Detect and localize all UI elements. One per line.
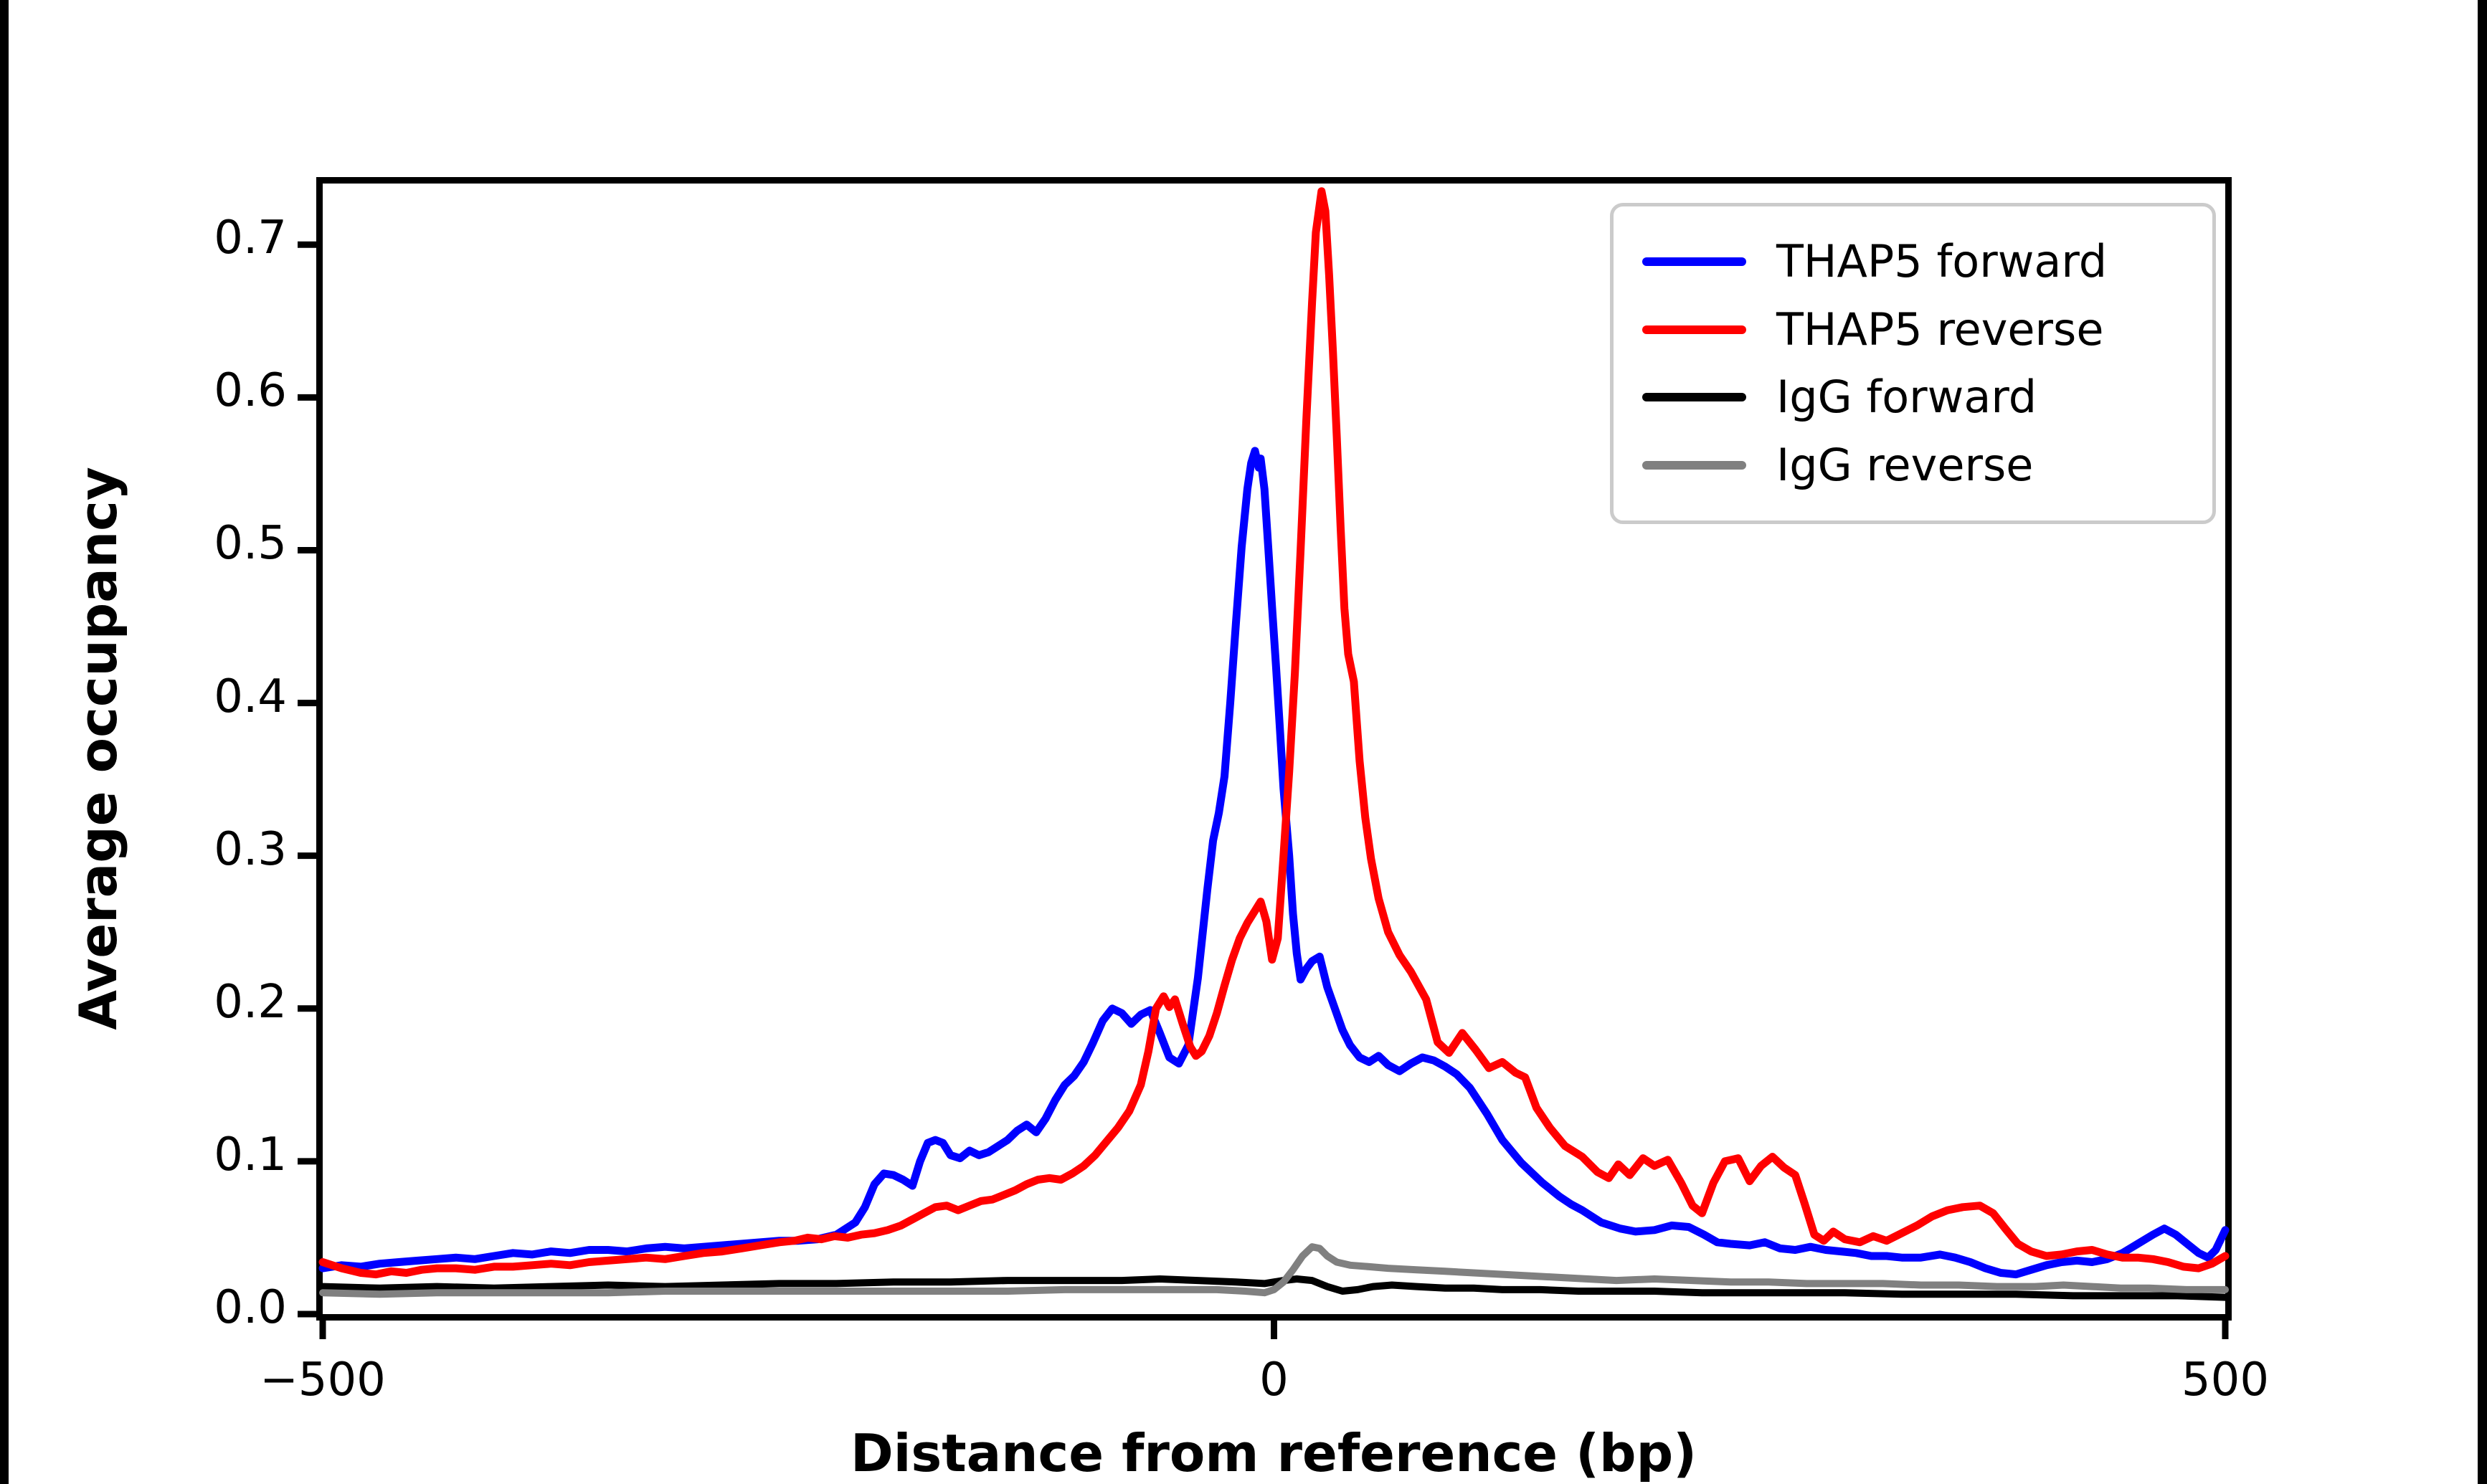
legend-line-sample-igg-forward <box>1642 393 1746 402</box>
y-tick-label: 0.4 <box>214 670 287 723</box>
y-tick-label: 0.7 <box>214 211 287 265</box>
series-line-thap5-forward <box>318 447 2230 1279</box>
y-tick-label: 0.3 <box>214 822 287 876</box>
series-line-thap5-reverse <box>318 187 2230 1279</box>
legend-label: IgG forward <box>1776 371 2037 424</box>
right-edge-bar <box>2478 0 2487 1484</box>
legend-row: IgG forward <box>1642 375 2184 419</box>
series-line-igg-forward <box>319 1275 2229 1301</box>
legend-line-sample-igg-reverse <box>1642 460 1746 470</box>
x-tick-label: −500 <box>260 1354 386 1407</box>
x-axis-label: Distance from reference (bp) <box>850 1423 1697 1483</box>
left-edge-bar <box>0 0 9 1484</box>
series-line-igg-reverse <box>319 1243 2229 1298</box>
y-axis-label: Average occupancy <box>68 467 128 1030</box>
legend-row: IgG reverse <box>1642 438 2184 491</box>
y-tick-label: 0.1 <box>214 1128 287 1181</box>
legend: THAP5 forward THAP5 reverse IgG forward … <box>1610 203 2216 524</box>
plot-svg <box>298 187 2230 1339</box>
y-tick-label: 0.0 <box>214 1281 287 1334</box>
y-tick-label: 0.2 <box>214 975 287 1029</box>
legend-label: THAP5 reverse <box>1776 303 2104 356</box>
y-tick-label: 0.5 <box>214 517 287 571</box>
legend-line-sample-thap5-forward <box>1642 257 1746 267</box>
x-tick-label: 0 <box>1259 1354 1289 1407</box>
y-tick-label: 0.6 <box>214 364 287 418</box>
legend-row: THAP5 reverse <box>1642 303 2184 356</box>
plot-area <box>298 177 2232 1339</box>
legend-line-sample-thap5-reverse <box>1642 325 1746 334</box>
legend-label: THAP5 forward <box>1776 235 2108 288</box>
legend-row: THAP5 forward <box>1642 239 2184 284</box>
x-tick-label: 500 <box>2181 1354 2270 1407</box>
legend-label: IgG reverse <box>1776 438 2034 491</box>
